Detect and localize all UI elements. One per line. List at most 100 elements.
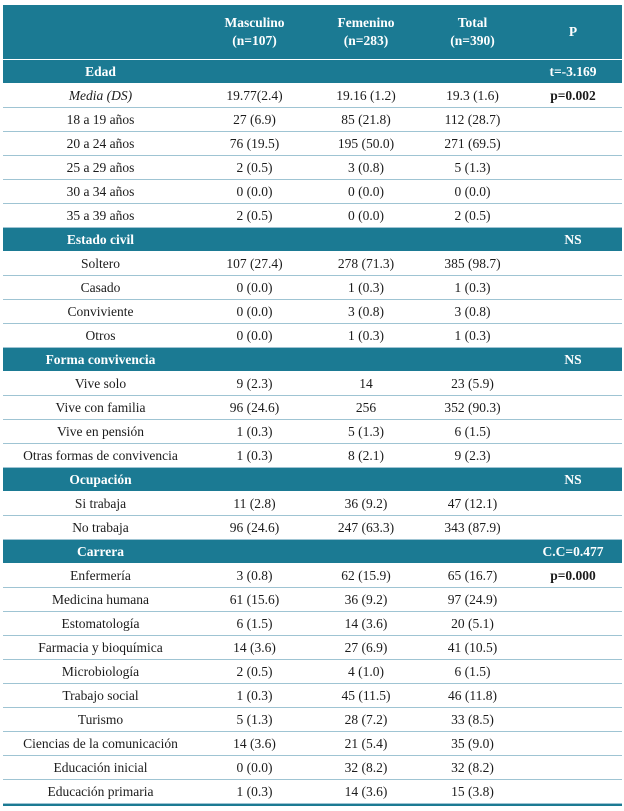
cell-p [524,660,622,684]
section-spacer [421,348,524,372]
table-row: Conviviente 0 (0.0) 3 (0.8) 3 (0.8) [3,300,622,324]
table-row: Soltero 107 (27.4) 278 (71.3) 385 (98.7) [3,252,622,276]
table-head: Masculino (n=107) Femenino (n=283) Total (n=3… [3,5,622,60]
cell-masculino: 11 (2.8) [198,492,311,516]
cell-total: 271 (69.5) [421,132,524,156]
row-label: Conviviente [3,300,198,324]
cell-femenino: 278 (71.3) [311,252,421,276]
cell-p [524,780,622,804]
row-label: Enfermería [3,564,198,588]
table-row: Trabajo social 1 (0.3) 45 (11.5) 46 (11.8) [3,684,622,708]
cell-femenino: 14 (3.6) [311,612,421,636]
cell-p [524,708,622,732]
cell-total: 1 (0.3) [421,276,524,300]
cell-masculino: 9 (2.3) [198,372,311,396]
cell-p [524,588,622,612]
table-row: Educación inicial 0 (0.0) 32 (8.2) 32 (8.2) [3,756,622,780]
cell-total: 41 (10.5) [421,636,524,660]
cell-masculino: 1 (0.3) [198,780,311,804]
cell-p [524,252,622,276]
section-row: Edad t=-3.169 [3,60,622,84]
row-label: Vive en pensión [3,420,198,444]
cell-femenino: 45 (11.5) [311,684,421,708]
cell-femenino: 5 (1.3) [311,420,421,444]
cell-total: 5 (1.3) [421,156,524,180]
row-label: 35 a 39 años [3,204,198,228]
row-label: Si trabaja [3,492,198,516]
cell-masculino: 76 (19.5) [198,132,311,156]
cell-masculino: 14 (3.6) [198,732,311,756]
cell-masculino: 96 (24.6) [198,396,311,420]
section-spacer [198,540,311,564]
cell-total: 6 (1.5) [421,420,524,444]
cell-total: 33 (8.5) [421,708,524,732]
row-label: Vive con familia [3,396,198,420]
cell-p [524,156,622,180]
cell-p [524,636,622,660]
cell-masculino: 61 (15.6) [198,588,311,612]
section-row: Estado civil NS [3,228,622,252]
cell-total: 385 (98.7) [421,252,524,276]
cell-p [524,756,622,780]
cell-femenino: 32 (8.2) [311,756,421,780]
cell-masculino: 27 (6.9) [198,108,311,132]
table-row: Otros 0 (0.0) 1 (0.3) 1 (0.3) [3,324,622,348]
cell-femenino: 62 (15.9) [311,564,421,588]
cell-p [524,372,622,396]
cell-femenino: 3 (0.8) [311,156,421,180]
cell-p [524,132,622,156]
row-label: Turismo [3,708,198,732]
cell-masculino: 2 (0.5) [198,156,311,180]
row-label: Medicina humana [3,588,198,612]
cell-total: 32 (8.2) [421,756,524,780]
section-spacer [311,468,421,492]
section-title: Ocupación [3,468,198,492]
column-header-label [3,5,198,60]
cell-femenino: 36 (9.2) [311,492,421,516]
cell-p [524,612,622,636]
section-stat: NS [524,468,622,492]
cell-masculino: 0 (0.0) [198,276,311,300]
cell-p [524,204,622,228]
section-stat: C.C=0.477 [524,540,622,564]
cell-masculino: 2 (0.5) [198,660,311,684]
row-label: Farmacia y bioquímica [3,636,198,660]
column-header-row: Masculino (n=107) Femenino (n=283) Total (n=3… [3,5,622,60]
section-stat: t=-3.169 [524,60,622,84]
cell-femenino: 21 (5.4) [311,732,421,756]
column-header-p: P [524,5,622,60]
section-spacer [311,228,421,252]
column-header-line1: Masculino [224,15,285,31]
table-row: Turismo 5 (1.3) 28 (7.2) 33 (8.5) [3,708,622,732]
column-header-line2: (n=107) [232,33,277,48]
cell-femenino: 0 (0.0) [311,180,421,204]
table-row: Estomatología 6 (1.5) 14 (3.6) 20 (5.1) [3,612,622,636]
cell-masculino: 3 (0.8) [198,564,311,588]
row-label: Microbiología [3,660,198,684]
row-label: 30 a 34 años [3,180,198,204]
table-row: Media (DS) 19.77(2.4) 19.16 (1.2) 19.3 (1.6… [3,84,622,108]
cell-total: 112 (28.7) [421,108,524,132]
cell-total: 23 (5.9) [421,372,524,396]
cell-femenino: 36 (9.2) [311,588,421,612]
column-header-line2: (n=390) [450,33,495,48]
section-stat: NS [524,348,622,372]
cell-femenino: 1 (0.3) [311,324,421,348]
cell-total: 352 (90.3) [421,396,524,420]
cell-p: p=0.000 [524,564,622,588]
section-spacer [198,348,311,372]
cell-p [524,684,622,708]
cell-p [524,396,622,420]
table-row: Enfermería 3 (0.8) 62 (15.9) 65 (16.7) p=0.0… [3,564,622,588]
section-title: Carrera [3,540,198,564]
section-row: Carrera C.C=0.477 [3,540,622,564]
section-title: Forma convivencia [3,348,198,372]
section-stat: NS [524,228,622,252]
table-row: Otras formas de convivencia 1 (0.3) 8 (2.1… [3,444,622,468]
cell-total: 9 (2.3) [421,444,524,468]
row-label: Media (DS) [3,84,198,108]
cell-masculino: 1 (0.3) [198,684,311,708]
column-header-line1: P [568,24,578,40]
cell-p: p=0.002 [524,84,622,108]
table-row: Farmacia y bioquímica 14 (3.6) 27 (6.9) 41 … [3,636,622,660]
